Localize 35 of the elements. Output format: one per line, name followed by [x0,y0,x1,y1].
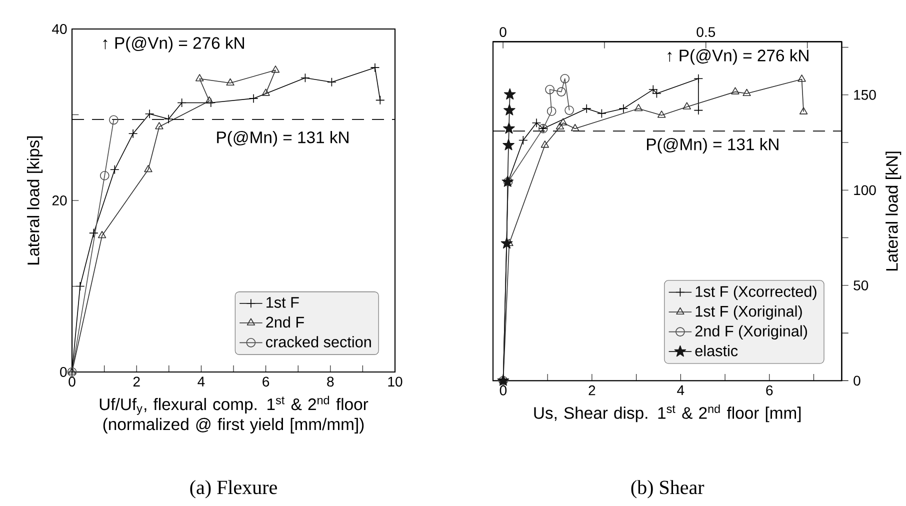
x2-tick-label: 0.5 [696,27,716,37]
legend-label: 2nd F (Xoriginal) [695,325,808,340]
x-tick-label: 6 [766,385,773,396]
legend-label: elastic [695,345,738,356]
y2-axis-title: Lateral load [kN] [886,152,902,271]
ref-line-label: P(@Mn) = 131 kN [647,138,778,154]
y-axis-title: Lateral load [kips] [27,136,43,264]
annotation: P(@Mn) = 131 kN [217,130,348,147]
text: (b) Shear [631,480,704,498]
x-tick-label: 8 [327,376,334,387]
x-axis-title: Us, Shear disp. 1$^{st}$ & 2$^{nd}$ floor [mm] [534,404,801,422]
legend-label: 1st F (Xcorrected) [696,286,816,300]
x-tick-label: 4 [198,376,205,386]
legend-label: 1st F [266,297,299,308]
legend-label: 1st F (Xoriginal) [696,305,802,320]
annotation: ↑ P(@Vn) = 276 kN [668,49,808,65]
text: (a) Flexure [190,480,277,498]
y-tick-label: 0 [60,367,67,377]
y-tick-label: 40 [52,24,67,34]
x-tick-label: 6 [262,376,270,387]
y2-tick-label: 150 [854,90,876,100]
legend-label: cracked section [266,336,371,348]
x2-tick-label: 0 [500,27,506,37]
legend-label: 2nd F [266,316,304,328]
annotation: ↑ P(@Vn) = 276 kN [103,36,244,52]
x-tick-label: 2 [133,376,140,386]
x-axis-title: Uf/Uf$_{y}$, flexural comp. 1$^{st}$ & 2$^{nd}$ floor (normalized @ first yield [mm/mm]) [100,396,368,434]
x-tick-label: 0 [68,376,76,387]
x-tick-label: 10 [388,376,402,387]
x-tick-label: 4 [677,385,684,396]
y-tick-label: 20 [52,196,67,206]
x-tick-label: 0 [500,385,507,396]
x-tick-label: 2 [588,385,596,396]
y2-tick-label: 100 [854,185,876,196]
y2-tick-label: 50 [854,280,868,290]
